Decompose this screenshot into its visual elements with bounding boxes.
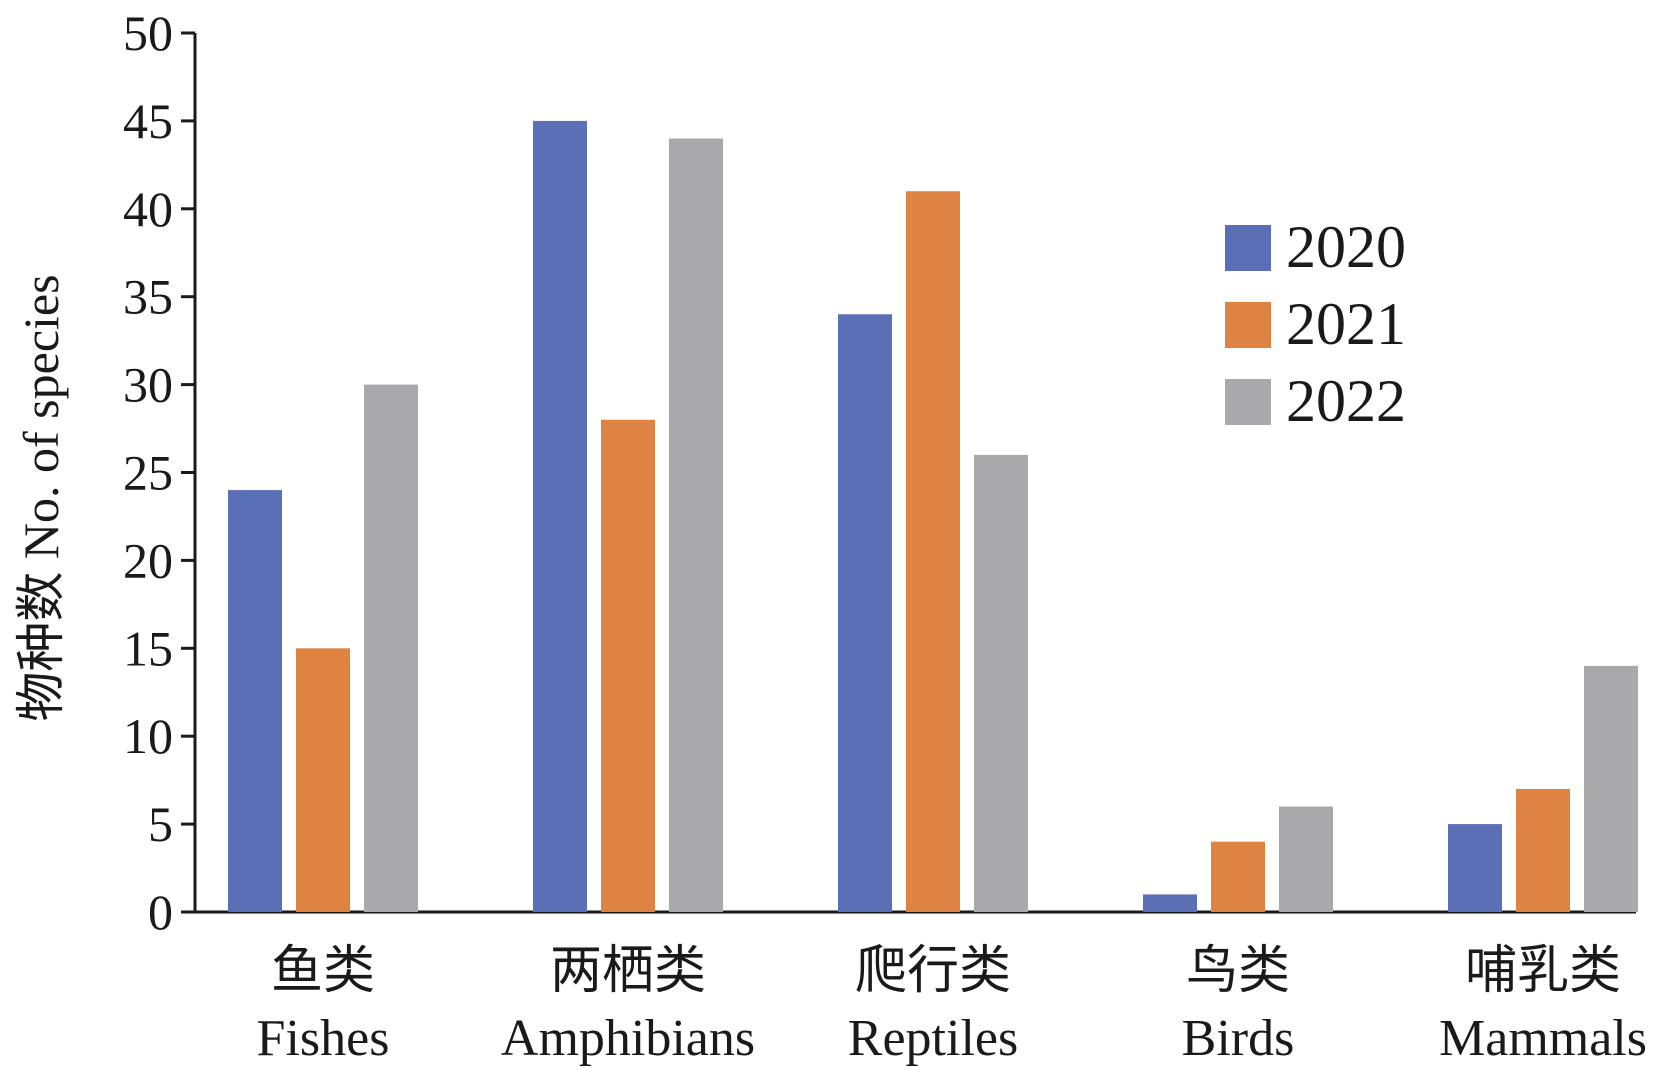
bar-2022-reptiles xyxy=(974,454,1028,912)
y-tick-label: 40 xyxy=(123,181,173,237)
legend-swatch-2022 xyxy=(1225,379,1271,425)
category-label-zh: 两栖类 xyxy=(550,943,706,1000)
legend-label-2021: 2021 xyxy=(1286,291,1406,357)
bar-2020-mammals xyxy=(1448,824,1502,912)
y-axis: 0 5 10 15 20 25 30 35 40 45 50 xyxy=(123,5,197,940)
y-tick-label: 15 xyxy=(123,620,173,676)
y-tick-label: 20 xyxy=(123,532,173,588)
category-label-en: Birds xyxy=(1182,1010,1295,1067)
bar-2021-reptiles xyxy=(906,191,960,913)
y-tick-label: 10 xyxy=(123,708,173,764)
bar-2020-birds xyxy=(1143,894,1197,912)
y-tick-label: 0 xyxy=(148,884,173,940)
bar-2020-reptiles xyxy=(838,314,892,912)
y-tick-label: 25 xyxy=(123,445,173,501)
legend-swatch-2020 xyxy=(1225,225,1271,271)
bar-2021-fishes xyxy=(296,648,350,912)
bars xyxy=(228,120,1638,913)
bar-2021-mammals xyxy=(1516,788,1570,912)
bar-2022-amphibians xyxy=(669,138,723,913)
bar-2021-birds xyxy=(1211,841,1265,912)
bar-2021-amphibians xyxy=(601,419,655,912)
bar-2022-fishes xyxy=(364,384,418,913)
category-label-zh: 哺乳类 xyxy=(1465,943,1621,1000)
category-label-zh: 鸟类 xyxy=(1186,943,1290,1000)
category-label-en: Amphibians xyxy=(501,1010,755,1067)
bar-2020-amphibians xyxy=(533,120,587,912)
y-tick-label: 5 xyxy=(148,796,173,852)
category-label-zh: 爬行类 xyxy=(855,943,1011,1000)
category-label-en: Reptiles xyxy=(848,1010,1018,1067)
bar-2020-fishes xyxy=(228,490,282,912)
bar-2022-birds xyxy=(1279,806,1333,912)
legend-swatch-2021 xyxy=(1225,302,1271,348)
y-tick-label: 50 xyxy=(123,5,173,61)
category-label-zh: 鱼类 xyxy=(271,943,375,1000)
y-axis-label-group: 物种数 No. of species xyxy=(13,274,69,721)
legend: 2020 2021 2022 xyxy=(1225,214,1406,434)
category-labels: 鱼类 Fishes 两栖类 Amphibians 爬行类 Reptiles 鸟类 Birds 哺… xyxy=(257,943,1647,1067)
bar-2022-mammals xyxy=(1584,665,1638,912)
y-tick-label: 45 xyxy=(123,93,173,149)
category-label-en: Fishes xyxy=(257,1010,390,1067)
y-tick-label: 30 xyxy=(123,357,173,413)
legend-label-2022: 2022 xyxy=(1286,368,1406,434)
legend-label-2020: 2020 xyxy=(1286,214,1406,280)
y-tick-label: 35 xyxy=(123,269,173,325)
y-axis-title: 物种数 No. of species xyxy=(13,274,69,721)
category-label-en: Mammals xyxy=(1439,1010,1647,1067)
